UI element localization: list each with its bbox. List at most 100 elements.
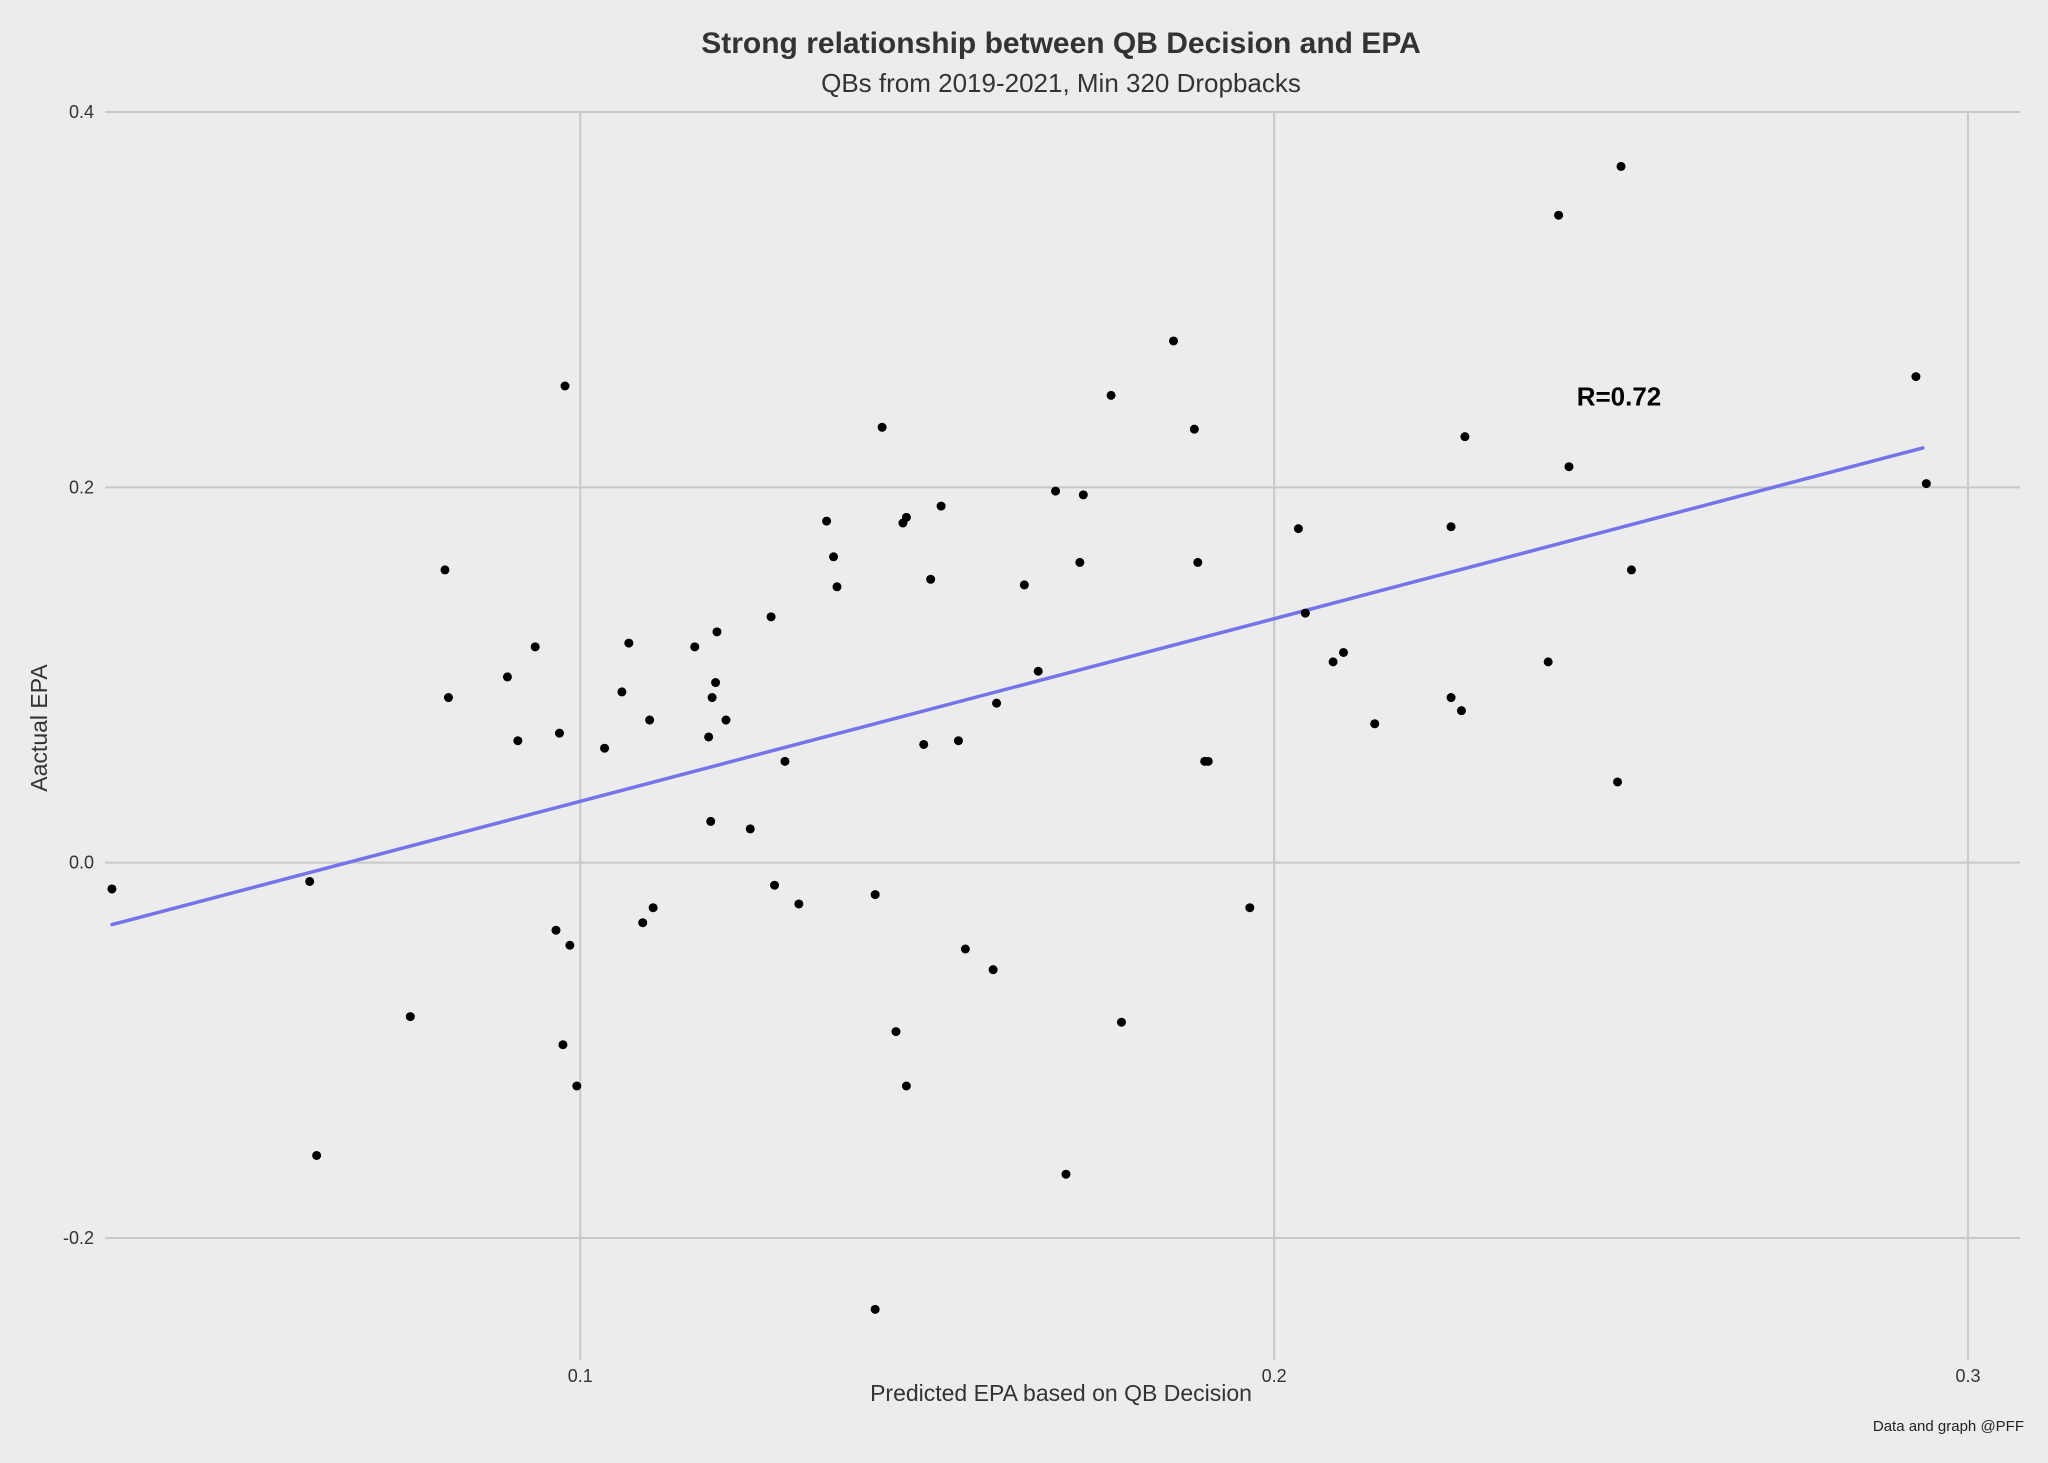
- data-point: [1019, 580, 1029, 590]
- data-point: [312, 1150, 322, 1160]
- data-point: [707, 693, 717, 703]
- data-point: [770, 880, 780, 890]
- x-tick-label: 0.1: [568, 1366, 593, 1386]
- data-point: [305, 876, 315, 886]
- data-point: [780, 756, 790, 766]
- data-point: [572, 1081, 582, 1091]
- data-point: [1911, 372, 1921, 382]
- data-point: [1543, 657, 1553, 667]
- data-point: [638, 918, 648, 928]
- data-point: [502, 672, 512, 682]
- data-point: [1613, 777, 1623, 787]
- data-point: [870, 1304, 880, 1314]
- y-tick-label: 0.2: [69, 477, 94, 497]
- data-point: [877, 422, 887, 432]
- trend-line-layer: [110, 446, 1925, 927]
- data-point: [107, 884, 117, 894]
- data-point: [1078, 490, 1088, 500]
- data-point: [1033, 666, 1043, 676]
- data-point: [624, 638, 634, 648]
- x-tick-label: 0.2: [1262, 1366, 1287, 1386]
- data-point: [1339, 647, 1349, 657]
- data-point: [1446, 522, 1456, 532]
- data-point: [766, 612, 776, 622]
- data-point: [440, 565, 450, 575]
- data-point: [1328, 657, 1338, 667]
- data-point: [822, 516, 832, 526]
- data-point: [992, 698, 1002, 708]
- data-point: [1061, 1169, 1071, 1179]
- data-point: [617, 687, 627, 697]
- data-point: [901, 1081, 911, 1091]
- data-point: [901, 512, 911, 522]
- data-point: [829, 552, 839, 562]
- data-point: [1300, 608, 1310, 618]
- data-point: [1921, 479, 1931, 489]
- data-point: [1169, 336, 1179, 346]
- data-point: [1564, 462, 1574, 472]
- data-point: [645, 715, 655, 725]
- grid-lines: [105, 111, 2020, 1360]
- data-point: [794, 899, 804, 909]
- data-point: [1116, 1017, 1126, 1027]
- chart-title: Strong relationship between QB Decision …: [701, 27, 1421, 60]
- data-point: [926, 574, 936, 584]
- data-point: [648, 903, 658, 913]
- data-point: [690, 642, 700, 652]
- data-point: [1293, 524, 1303, 534]
- x-axis-title: Predicted EPA based on QB Decision: [870, 1380, 1252, 1406]
- y-tick-label: 0.4: [69, 102, 94, 122]
- data-point: [558, 1040, 568, 1050]
- data-point: [919, 739, 929, 749]
- data-point: [1456, 706, 1466, 716]
- data-point: [712, 627, 722, 637]
- data-point: [443, 693, 453, 703]
- data-point: [513, 736, 523, 746]
- data-point: [960, 944, 970, 954]
- data-point: [1106, 390, 1116, 400]
- x-tick-label: 0.3: [1955, 1366, 1980, 1386]
- data-point: [832, 582, 842, 592]
- data-point: [988, 965, 998, 975]
- tick-labels: 0.4 0.2 0.0 -0.2 0.1 0.2 0.3: [63, 102, 1981, 1386]
- data-point: [405, 1012, 415, 1022]
- data-point: [1245, 903, 1255, 913]
- data-point: [1370, 719, 1380, 729]
- data-point: [706, 816, 716, 826]
- chart-caption: Data and graph @PFF: [1873, 1418, 2024, 1435]
- data-point: [554, 728, 564, 738]
- data-point: [1075, 557, 1085, 567]
- data-point: [721, 715, 731, 725]
- data-point: [1460, 432, 1470, 442]
- data-point: [1626, 565, 1636, 575]
- chart-subtitle: QBs from 2019-2021, Min 320 Dropbacks: [821, 68, 1301, 98]
- data-point: [891, 1027, 901, 1037]
- data-point: [704, 732, 714, 742]
- data-point: [1554, 210, 1564, 220]
- data-point: [530, 642, 540, 652]
- data-point: [565, 940, 575, 950]
- y-tick-label: 0.0: [69, 853, 94, 873]
- data-point: [1051, 486, 1061, 496]
- data-point: [1616, 161, 1626, 171]
- data-point: [560, 381, 570, 391]
- data-point: [1189, 424, 1199, 434]
- data-point: [1193, 557, 1203, 567]
- data-point: [600, 743, 610, 753]
- data-point: [745, 824, 755, 834]
- annotation-layer: R=0.72: [1577, 381, 1662, 411]
- trend-line: [110, 446, 1925, 927]
- data-points: [107, 161, 1931, 1314]
- correlation-annotation: R=0.72: [1577, 381, 1662, 411]
- data-point: [1446, 693, 1456, 703]
- data-point: [711, 678, 721, 688]
- y-tick-label: -0.2: [63, 1228, 94, 1248]
- data-point: [953, 736, 963, 746]
- y-axis-title: Aactual EPA: [26, 664, 52, 792]
- data-point: [936, 501, 946, 511]
- data-point: [1203, 756, 1213, 766]
- data-point: [551, 925, 561, 935]
